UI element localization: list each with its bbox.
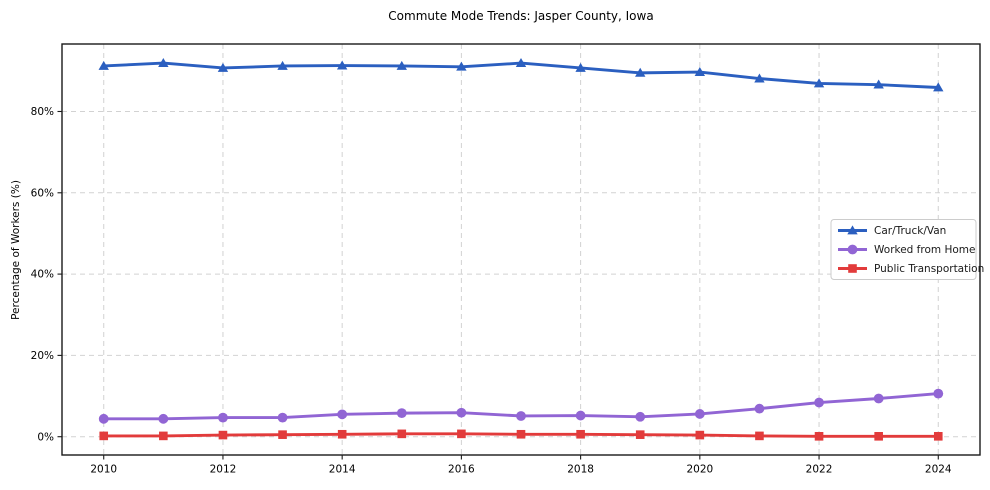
public-transportation-marker-2019 <box>635 430 645 439</box>
worked-from-home-marker-2023 <box>873 393 884 404</box>
public-transportation-marker-2024 <box>933 431 943 441</box>
x-tick-label: 2020 <box>686 464 713 476</box>
car-truck-van-marker-2013 <box>277 60 288 70</box>
plot-frame <box>61 43 981 456</box>
worked-from-home-marker-2021 <box>754 403 765 414</box>
public-transportation-marker-2017 <box>516 429 526 439</box>
car-truck-van-marker-2016 <box>456 61 467 71</box>
public-transportation-marker-2020 <box>695 430 705 440</box>
car-truck-van-marker-2014 <box>336 60 348 70</box>
car-truck-van-marker-2019 <box>635 67 646 77</box>
public-transportation-marker-2021 <box>755 431 764 441</box>
public-transportation-marker-2014 <box>337 429 347 439</box>
y-tick-label: 40% <box>31 269 54 281</box>
legend-label: Worked from Home <box>874 244 975 256</box>
car-truck-van-marker-2021 <box>754 73 765 83</box>
legend-label: Public Transportation <box>874 263 984 275</box>
public-transportation-marker-2010 <box>99 431 109 441</box>
car-truck-van-marker-2024 <box>933 82 944 92</box>
worked-from-home-marker-2024 <box>933 388 944 399</box>
worked-from-home-marker-2013 <box>277 412 288 423</box>
x-tick-label: 2022 <box>806 464 833 476</box>
car-truck-van-marker-2020 <box>694 66 706 76</box>
car-truck-van-marker-2017 <box>515 58 527 68</box>
car-truck-van-marker-2022 <box>813 78 825 88</box>
series-worked-from-home <box>98 388 944 424</box>
legend-item-public-transportation: Public Transportation <box>838 263 984 275</box>
worked-from-home-marker-2018 <box>575 410 586 421</box>
public-transportation-marker-2016 <box>457 429 466 439</box>
worked-from-home-marker-2011 <box>158 413 169 424</box>
car-truck-van-marker-2011 <box>158 58 169 68</box>
worked-from-home-marker-2016 <box>456 407 467 418</box>
series-car-truck-van <box>98 58 944 92</box>
worked-from-home-marker-2020 <box>694 409 705 419</box>
x-tick-label: 2018 <box>567 464 594 476</box>
public-transportation-marker-2018 <box>576 429 585 439</box>
legend-circle-swatch <box>847 244 858 255</box>
public-transportation-marker-2015 <box>397 429 407 439</box>
y-tick-label: 80% <box>31 106 54 118</box>
worked-from-home-marker-2012 <box>218 412 228 423</box>
worked-from-home-marker-2017 <box>516 411 526 421</box>
worked-from-home-marker-2010 <box>98 413 109 424</box>
x-tick-label: 2016 <box>448 464 475 476</box>
worked-from-home-marker-2014 <box>337 409 348 420</box>
public-transportation-marker-2012 <box>218 430 228 440</box>
x-tick-label: 2012 <box>210 464 237 476</box>
legend-item-worked-from-home: Worked from Home <box>838 244 975 256</box>
legend-triangle-swatch <box>847 225 858 235</box>
public-transportation-marker-2022 <box>814 431 824 441</box>
public-transportation-marker-2013 <box>278 430 287 439</box>
worked-from-home-marker-2022 <box>814 397 824 408</box>
car-truck-van-marker-2012 <box>217 62 229 72</box>
x-tick-label: 2010 <box>90 464 117 476</box>
car-truck-van-marker-2018 <box>575 62 586 72</box>
y-tick-label: 60% <box>31 187 54 199</box>
series-public-transportation <box>99 429 943 441</box>
legend-box <box>830 219 977 280</box>
car-truck-van-marker-2023 <box>873 79 884 89</box>
x-tick-label: 2014 <box>329 464 356 476</box>
car-truck-van-marker-2010 <box>98 60 109 70</box>
public-transportation-marker-2011 <box>159 431 168 441</box>
legend: Car/Truck/Van Worked from Home Public Tran… <box>830 219 984 280</box>
legend-item-car-truck-van: Car/Truck/Van <box>838 225 946 237</box>
y-tick-label: 0% <box>37 431 54 443</box>
y-tick-label: 20% <box>31 350 54 362</box>
chart-title: Commute Mode Trends: Jasper County, Iowa <box>388 9 654 23</box>
x-tick-label: 2024 <box>925 464 952 476</box>
car-truck-van-marker-2015 <box>396 60 407 70</box>
public-transportation-marker-2023 <box>874 431 883 441</box>
worked-from-home-marker-2019 <box>635 411 646 422</box>
legend-square-swatch <box>848 264 857 273</box>
legend-label: Car/Truck/Van <box>874 225 946 237</box>
worked-from-home-marker-2015 <box>396 408 407 419</box>
